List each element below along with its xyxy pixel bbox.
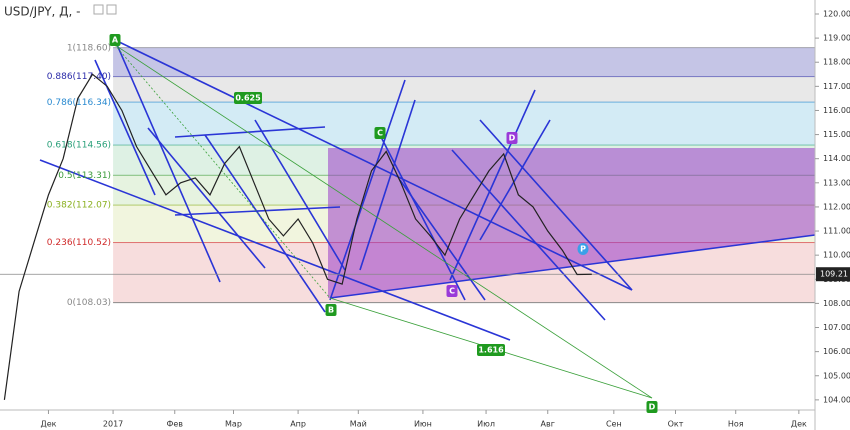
y-tick-label: 104.00	[823, 395, 850, 404]
fib-label: 0(108.03)	[67, 298, 111, 308]
annotation-label: C	[377, 129, 383, 138]
trend-line	[174, 126, 326, 138]
trend-line	[379, 134, 466, 301]
x-tick-label: Дек	[791, 420, 807, 429]
annotation-label: 1.616	[478, 346, 504, 355]
annotation-label: P	[580, 245, 586, 254]
trend-line	[449, 89, 536, 281]
fib-label: 0.382(112.07)	[47, 201, 111, 211]
y-tick-label: 108.00	[823, 299, 850, 308]
last-price-box	[816, 267, 850, 282]
trend-line	[204, 134, 326, 313]
y-tick-label: 113.00	[823, 178, 850, 187]
trend-line	[147, 127, 266, 269]
annotation-label: D	[649, 403, 656, 412]
trend-line	[94, 59, 156, 196]
price-line	[3, 73, 592, 400]
y-tick-label: 119.00	[823, 34, 850, 43]
fib-label: 0.236(110.52)	[47, 238, 111, 248]
y-tick-label: 105.00	[823, 371, 850, 380]
trend-line	[39, 159, 511, 341]
fib-band	[113, 76, 815, 103]
fib-label: 0.886(117.40)	[47, 72, 111, 82]
fib-label: 0.618(114.56)	[47, 141, 111, 151]
trend-line	[359, 99, 416, 271]
annotation-box	[506, 132, 518, 144]
annotation-box	[446, 285, 458, 297]
trend-line	[114, 39, 633, 291]
annotation-box	[646, 401, 658, 413]
y-tick-label: 115.00	[823, 130, 850, 139]
x-tick-label: Мар	[225, 420, 242, 429]
projection-line	[114, 44, 653, 399]
fib-band	[113, 47, 815, 77]
x-tick-label: Апр	[290, 420, 306, 429]
x-tick-label: Фев	[166, 420, 183, 429]
fib-band	[113, 102, 815, 146]
trend-line	[114, 39, 221, 283]
y-tick-label: 118.00	[823, 58, 850, 67]
annotation-label: C	[449, 287, 455, 296]
chart-title: USD/JPY, Д, -	[4, 5, 81, 19]
x-tick-label: Дек	[40, 420, 56, 429]
trend-line	[254, 119, 346, 271]
annotation-box	[577, 243, 589, 255]
y-tick-label: 114.00	[823, 154, 850, 163]
y-tick-label: 111.00	[823, 227, 850, 236]
y-tick-label: 112.00	[823, 202, 850, 211]
annotation-label: D	[509, 134, 516, 143]
y-tick-label: 120.00	[823, 9, 850, 18]
annotation-box	[477, 344, 505, 356]
annotation-label: B	[328, 306, 334, 315]
x-tick-label: Авг	[541, 420, 555, 429]
x-tick-label: Сен	[606, 420, 622, 429]
annotation-box	[374, 127, 386, 139]
annotation-label: 0.625	[235, 94, 261, 103]
annotation-box	[109, 34, 121, 46]
trend-line	[174, 206, 341, 216]
trend-line	[479, 119, 551, 241]
projection-line	[114, 44, 331, 299]
drawings	[39, 39, 816, 399]
y-tick-label: 116.00	[823, 106, 850, 115]
trend-line	[329, 79, 406, 301]
annotation-box	[325, 304, 337, 316]
close-icon[interactable]	[106, 4, 117, 15]
fib-label: 1(118.60)	[67, 43, 111, 53]
annotation-label: A	[112, 36, 119, 45]
settings-icon[interactable]	[93, 4, 104, 15]
x-tick-label: Июн	[414, 420, 432, 429]
y-tick-label: 117.00	[823, 82, 850, 91]
fib-label: 0.786(116.34)	[47, 98, 111, 108]
x-tick-label: Июл	[477, 420, 495, 429]
x-tick-label: Ноя	[728, 420, 744, 429]
x-tick-label: Окт	[668, 420, 684, 429]
annotation-box	[234, 92, 262, 104]
fib-label: 0.5(113.31)	[58, 171, 111, 181]
x-tick-label: Май	[350, 420, 367, 429]
last-price-label: 109.21	[820, 270, 848, 279]
x-tick-label: 2017	[103, 420, 123, 429]
y-tick-label: 106.00	[823, 347, 850, 356]
y-tick-label: 110.00	[823, 251, 850, 260]
trend-line	[451, 149, 606, 321]
y-tick-label: 107.00	[823, 323, 850, 332]
